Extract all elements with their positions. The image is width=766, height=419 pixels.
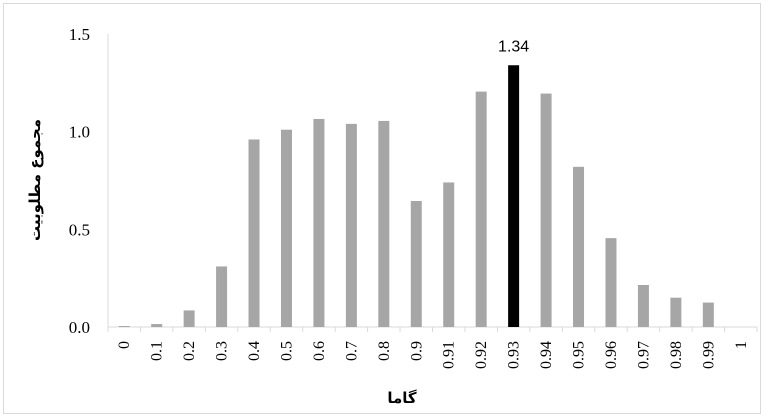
bar (573, 166, 585, 327)
x-tick-label: 0.6 (311, 341, 328, 361)
x-tick-label: 0.93 (506, 341, 523, 369)
bar (216, 266, 228, 327)
x-tick-label: 0.9 (408, 341, 425, 361)
bar (313, 118, 325, 327)
x-axis-title: گاما (387, 389, 417, 407)
data-label: 1.34 (498, 38, 529, 55)
x-tick-label: 0.8 (376, 341, 393, 361)
bar (702, 302, 714, 327)
bar-highlighted (508, 65, 520, 328)
bar (280, 129, 292, 327)
bar (248, 139, 260, 327)
x-tick-label: 0.94 (538, 341, 555, 369)
bar (475, 91, 487, 327)
x-tick-label: 0.99 (700, 341, 717, 369)
y-tick-label: 0.5 (69, 220, 90, 239)
x-tick-label: 0.4 (246, 341, 263, 361)
x-tick-label: 0.2 (181, 341, 198, 361)
bar (605, 238, 617, 327)
bar (183, 310, 195, 327)
y-tick-label: 0.0 (69, 318, 90, 337)
bar (637, 285, 649, 327)
x-tick-label: 0.95 (571, 341, 588, 369)
x-tick-label: 0.98 (668, 341, 685, 369)
x-tick-label: 0.1 (149, 341, 166, 361)
x-tick-label: 0.97 (635, 341, 652, 369)
x-tick-label: 0.3 (214, 341, 231, 361)
y-tick-label: 1.0 (69, 123, 90, 142)
y-tick-labels: 0.0 0.5 1.0 1.5 (69, 25, 90, 337)
bar (540, 93, 552, 328)
x-tick-label: 0.7 (343, 341, 360, 361)
bar (670, 297, 682, 327)
bar (118, 326, 130, 327)
bar (443, 182, 455, 327)
x-tick-label: 0.5 (278, 341, 295, 361)
x-tick-label: 0 (116, 341, 133, 349)
chart-axes (107, 34, 758, 332)
bar (378, 120, 390, 327)
x-tick-label: 1 (733, 341, 750, 349)
x-tick-label: 0.91 (441, 341, 458, 369)
y-tick-label: 1.5 (69, 25, 90, 44)
bar (151, 324, 163, 327)
x-tick-labels: 0 0.1 0.2 0.3 0.4 0.5 0.6 0.7 0.8 0.9 0.91 0.92 0.93… (116, 341, 750, 369)
x-tick-label: 0.96 (603, 341, 620, 369)
x-tick-label: 0.92 (473, 341, 490, 369)
bar (410, 201, 422, 327)
bar (345, 123, 357, 327)
chart-bars: 1.34 (118, 38, 714, 328)
y-axis-title: مجموع مطلوبیت (26, 119, 44, 241)
